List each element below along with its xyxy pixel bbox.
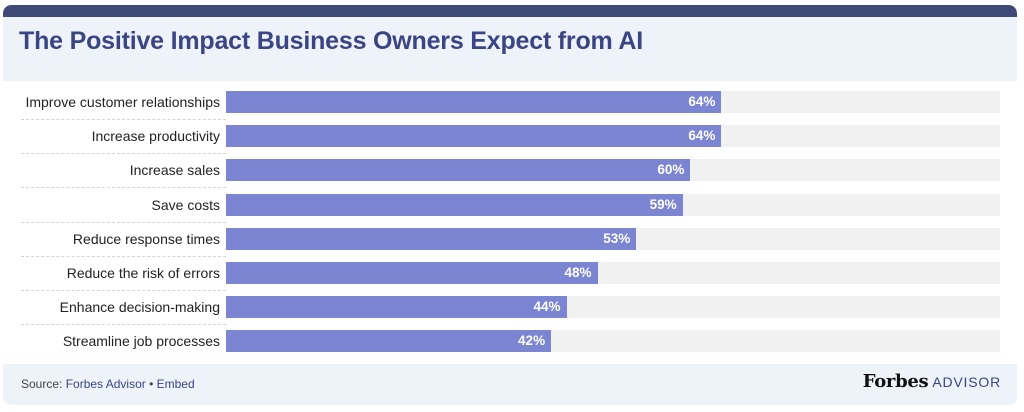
- bar-value-label: 48%: [564, 265, 592, 280]
- category-label: Save costs: [151, 196, 220, 213]
- embed-link[interactable]: Embed: [156, 377, 195, 391]
- category-label: Increase sales: [129, 162, 220, 179]
- row-separator: [21, 324, 226, 326]
- bar-value-label: 60%: [657, 162, 685, 178]
- source-line: Source: Forbes Advisor • Embed: [21, 377, 195, 391]
- bar[interactable]: [226, 330, 552, 353]
- chart-title: The Positive Impact Business Owners Expe…: [19, 27, 643, 55]
- bar-value-label: 64%: [688, 128, 716, 144]
- row-separator: [21, 119, 226, 120]
- bar[interactable]: [226, 159, 691, 182]
- logo-product: ADVISOR: [932, 374, 1001, 390]
- logo-brand: Forbes: [862, 371, 929, 392]
- top-accent-bar: [3, 5, 1017, 17]
- row-separator: [21, 187, 226, 189]
- category-label: Streamline job processes: [62, 333, 220, 350]
- row-separator: [21, 290, 226, 291]
- category-label: Enhance decision-making: [59, 299, 220, 316]
- bar[interactable]: [226, 296, 567, 319]
- plot-area: Improve customer relationships 64% Increas…: [3, 81, 1017, 364]
- bar-value-label: 42%: [518, 333, 546, 349]
- row-separator: [21, 255, 226, 257]
- row-separator: [21, 221, 226, 223]
- bar[interactable]: [226, 125, 722, 148]
- bar-value-label: 44%: [533, 299, 561, 315]
- chart-card: The Positive Impact Business Owners Expe…: [3, 5, 1017, 405]
- category-label: Increase productivity: [91, 128, 220, 145]
- forbes-advisor-logo: Forbes ADVISOR: [863, 371, 1001, 392]
- bar[interactable]: [226, 193, 683, 216]
- source-link[interactable]: Forbes Advisor: [65, 377, 146, 391]
- source-separator: •: [145, 377, 157, 391]
- bar[interactable]: [226, 91, 722, 113]
- bar[interactable]: [226, 262, 598, 284]
- bar[interactable]: [226, 227, 637, 250]
- category-label: Reduce the risk of errors: [66, 265, 220, 281]
- category-label: Improve customer relationships: [25, 94, 220, 110]
- source-prefix: Source:: [21, 377, 66, 391]
- bar-value-label: 59%: [649, 196, 677, 212]
- category-label: Reduce response times: [72, 230, 220, 247]
- row-separator: [21, 153, 226, 155]
- bar-value-label: 53%: [603, 230, 631, 246]
- bar-value-label: 64%: [688, 94, 716, 109]
